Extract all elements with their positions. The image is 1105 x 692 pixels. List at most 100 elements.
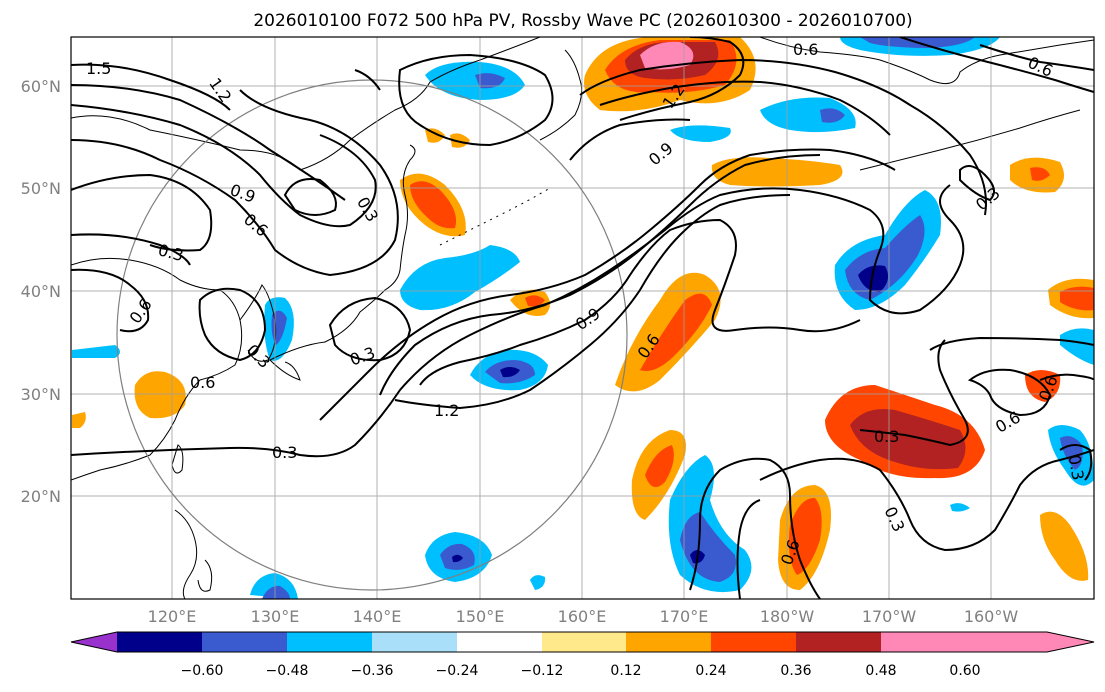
pv-contour bbox=[283, 178, 337, 216]
colorbar: −0.60 −0.48 −0.36 −0.24 −0.12 0.12 0.24 … bbox=[70, 631, 1095, 679]
positive-anomaly-region bbox=[1040, 511, 1089, 581]
pv-contour bbox=[394, 194, 791, 410]
contour-label: 0.6 bbox=[190, 373, 215, 392]
colorbar-tick-label: −0.48 bbox=[266, 663, 309, 679]
lon-label: 160°E bbox=[558, 607, 607, 626]
negative-anomaly-region bbox=[820, 108, 845, 123]
lon-label: 130°E bbox=[251, 607, 300, 626]
colorbar-segment bbox=[881, 632, 965, 652]
pv-contour bbox=[419, 218, 861, 386]
pv-contour bbox=[319, 148, 896, 421]
map-frame bbox=[70, 36, 1095, 600]
negative-anomaly-region bbox=[1060, 328, 1094, 365]
pv-contour bbox=[71, 84, 346, 201]
colorbar-tick-label: 0.60 bbox=[949, 663, 980, 679]
pv-contour bbox=[859, 339, 969, 447]
kamchatka-coastline bbox=[539, 49, 583, 141]
pv-contour bbox=[398, 53, 554, 147]
lat-label: 40°N bbox=[21, 282, 61, 301]
pv-contours bbox=[71, 37, 1094, 599]
philippines-coastline bbox=[174, 509, 198, 599]
lat-label: 60°N bbox=[21, 77, 61, 96]
pv-contour bbox=[198, 287, 267, 362]
negative-anomaly-region bbox=[760, 97, 856, 133]
pv-contour bbox=[979, 44, 1094, 71]
asia-coastline bbox=[71, 257, 243, 481]
negative-anomaly-region bbox=[670, 125, 731, 142]
pv-contour bbox=[71, 173, 213, 252]
positive-anomaly-region bbox=[72, 412, 86, 428]
pv-contour bbox=[967, 368, 1052, 417]
colorbar-extend-high bbox=[965, 632, 1094, 652]
lon-label: 150°E bbox=[456, 607, 505, 626]
pv-contour bbox=[929, 336, 1094, 351]
pv-contour bbox=[354, 69, 381, 91]
positive-anomaly-region bbox=[788, 497, 822, 575]
negative-anomaly-region bbox=[530, 575, 546, 590]
colorbar-segment bbox=[457, 632, 542, 652]
pv-contour bbox=[689, 457, 821, 599]
pv-contour bbox=[71, 63, 231, 111]
alaska-coastline bbox=[759, 37, 1094, 85]
contour-label: 1.2 bbox=[434, 401, 459, 420]
positive-anomaly-region bbox=[1030, 167, 1050, 181]
negative-anomaly-region bbox=[858, 265, 889, 292]
pv-contour bbox=[599, 80, 891, 136]
positive-anomaly-region bbox=[850, 409, 966, 470]
colorbar-tick-label: 0.12 bbox=[610, 663, 641, 679]
colorbar-segment bbox=[542, 632, 626, 652]
positive-anomaly-region bbox=[410, 181, 457, 229]
pv-contour bbox=[759, 449, 1094, 552]
colorbar-tick-label: −0.36 bbox=[351, 663, 394, 679]
negative-anomaly-region bbox=[400, 245, 520, 311]
colorbar-segment bbox=[796, 632, 881, 652]
map-content bbox=[71, 37, 1094, 599]
lon-label: 180°W bbox=[760, 607, 815, 626]
lon-label: 140°E bbox=[353, 607, 402, 626]
coastlines bbox=[71, 37, 1094, 599]
lon-label: 170°W bbox=[862, 607, 917, 626]
negative-anomaly-region bbox=[950, 503, 970, 512]
colorbar-segment bbox=[287, 632, 372, 652]
negative-anomaly-region bbox=[680, 512, 736, 582]
positive-anomaly-region bbox=[640, 41, 694, 70]
pv-contour bbox=[736, 499, 761, 599]
pv-contour bbox=[1059, 444, 1093, 481]
colorbar-extend-low bbox=[71, 632, 117, 652]
positive-anomaly-region bbox=[645, 445, 674, 488]
negative-anomaly-region bbox=[500, 367, 520, 378]
colorbar-segment bbox=[626, 632, 711, 652]
negative-anomaly-region bbox=[475, 73, 505, 89]
colorbar-outline bbox=[70, 631, 1095, 653]
contour-label: 0.3 bbox=[874, 427, 899, 446]
contour-label: 0.3 bbox=[272, 443, 297, 462]
colorbar-tick-label: 0.36 bbox=[780, 663, 811, 679]
lat-label: 20°N bbox=[21, 487, 61, 506]
positive-anomaly-region bbox=[525, 295, 545, 307]
negative-anomaly-region bbox=[452, 554, 463, 563]
philippines-coastline bbox=[197, 559, 213, 592]
lat-axis: 60°N 50°N 40°N 30°N 20°N bbox=[21, 77, 61, 506]
lon-label: 120°E bbox=[148, 607, 197, 626]
colorbar-tick-label: 0.24 bbox=[695, 663, 726, 679]
negative-anomaly-region bbox=[72, 345, 120, 358]
lon-label: 170°E bbox=[660, 607, 709, 626]
lat-label: 30°N bbox=[21, 385, 61, 404]
contour-label: 0.3 bbox=[1065, 453, 1088, 481]
pv-contour bbox=[619, 37, 745, 121]
pv-contour bbox=[569, 118, 691, 161]
pv-contour bbox=[379, 154, 821, 396]
pv-contour bbox=[71, 184, 965, 458]
japan-coastline bbox=[269, 359, 301, 381]
aleutian-islands bbox=[859, 109, 1081, 171]
pv-contour bbox=[1039, 373, 1094, 381]
colorbar-tick-label: −0.12 bbox=[521, 663, 564, 679]
japan-coastline bbox=[269, 144, 416, 361]
pv-contour bbox=[579, 58, 987, 216]
colorbar-segment bbox=[202, 632, 287, 652]
colorbar-segment bbox=[372, 632, 457, 652]
pv-contour bbox=[71, 89, 399, 277]
negative-anomaly-region bbox=[262, 585, 290, 599]
colorbar-segment bbox=[117, 632, 202, 652]
